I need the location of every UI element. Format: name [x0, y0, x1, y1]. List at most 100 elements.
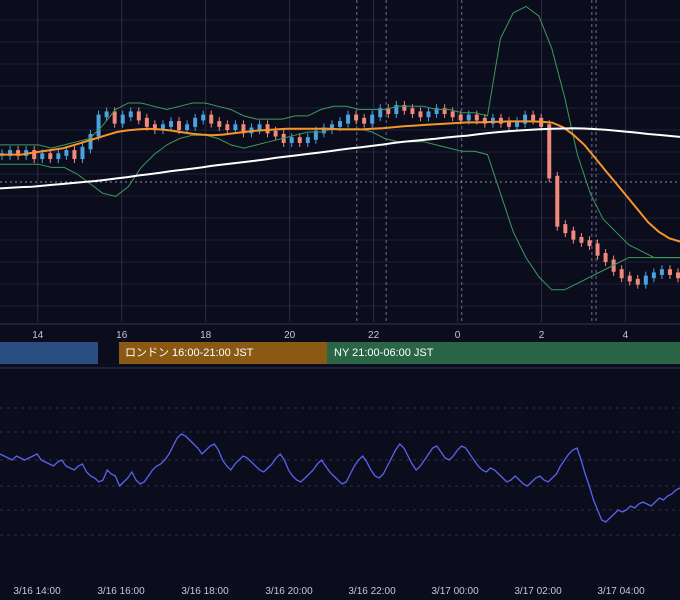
candle-body — [474, 114, 479, 121]
candle-body — [490, 117, 495, 124]
time-tick-label: 2 — [539, 330, 545, 341]
candle-body — [233, 124, 238, 131]
candle-body — [209, 114, 214, 124]
candle-body — [370, 114, 375, 124]
candle-body — [378, 108, 383, 118]
candle-body — [651, 272, 656, 279]
osc-time-tick-label: 3/16 16:00 — [97, 586, 145, 597]
candle-body — [595, 243, 600, 256]
candle-body — [482, 117, 487, 124]
candle-body — [225, 124, 230, 131]
candle-body — [442, 108, 447, 114]
candle-body — [555, 175, 560, 227]
osc-time-tick-label: 3/17 02:00 — [514, 586, 562, 597]
candle-body — [8, 150, 13, 156]
candle-body — [72, 150, 77, 160]
candle-body — [418, 111, 423, 118]
candle-body — [136, 111, 141, 121]
candle-body — [120, 114, 125, 124]
candle-body — [313, 130, 318, 140]
candle-body — [329, 124, 334, 131]
long-moving-average-line — [0, 127, 680, 190]
candle-body — [144, 117, 149, 127]
candle-body — [16, 150, 21, 156]
candle-body — [185, 124, 190, 131]
candle-body — [257, 124, 262, 131]
candle-body — [635, 278, 640, 285]
candle-body — [466, 114, 471, 121]
moving-average-line — [0, 120, 680, 243]
osc-time-tick-label: 3/17 00:00 — [431, 586, 479, 597]
candle-body — [160, 124, 165, 131]
candle-body — [603, 253, 608, 263]
candle-body — [402, 104, 407, 111]
candle-body — [410, 108, 415, 114]
candle-body — [507, 121, 511, 127]
time-tick-label: 18 — [200, 330, 212, 341]
candle-body — [579, 236, 584, 243]
candle-body — [587, 240, 592, 247]
candle-body — [547, 124, 552, 179]
candle-body — [515, 121, 520, 127]
candle-body — [112, 111, 117, 124]
osc-time-tick-label: 3/16 20:00 — [265, 586, 313, 597]
candle-body — [458, 114, 463, 121]
candle-body — [338, 121, 342, 127]
candle-body — [289, 137, 294, 143]
candle-body — [619, 269, 624, 279]
candle-body — [32, 150, 37, 160]
candle-body — [265, 124, 270, 134]
candle-body — [297, 137, 302, 143]
candle-body — [346, 114, 351, 124]
candle-body — [64, 150, 69, 156]
time-tick-label: 20 — [284, 330, 296, 341]
session-bar-london: ロンドン 16:00-21:00 JST — [119, 342, 327, 364]
bollinger-upper-line — [0, 5, 680, 259]
candle-body — [201, 114, 206, 121]
candle-body — [40, 153, 45, 160]
candle-body — [426, 111, 431, 118]
candle-body — [56, 153, 61, 160]
time-tick-label: 14 — [32, 330, 44, 341]
candle-body — [450, 111, 455, 118]
candle-body — [386, 108, 391, 114]
oscillator-line — [0, 433, 680, 523]
osc-time-tick-label: 3/17 04:00 — [597, 586, 645, 597]
candle-body — [563, 224, 568, 234]
candle-body — [96, 114, 101, 137]
candle-body — [273, 130, 278, 137]
time-axis-background — [0, 324, 680, 342]
candle-body — [354, 114, 359, 121]
price-chart[interactable] — [0, 0, 680, 325]
session-label-ny: NY 21:00-06:00 JST — [334, 347, 434, 359]
candle-body — [169, 121, 173, 127]
time-axis: 14 16 18 20 22 0 2 4 — [0, 323, 680, 342]
candle-body — [362, 117, 367, 124]
candle-body — [128, 111, 133, 118]
candle-body — [241, 124, 246, 134]
osc-time-tick-label: 3/16 14:00 — [13, 586, 61, 597]
candle-body — [217, 121, 222, 127]
time-tick-label: 0 — [455, 330, 461, 341]
time-tick-label: 4 — [623, 330, 629, 341]
session-bar-ny: NY 21:00-06:00 JST — [327, 342, 680, 364]
candle-body — [88, 133, 93, 150]
candle-body — [667, 269, 672, 275]
candle-body — [48, 153, 53, 160]
candle-body — [80, 146, 85, 160]
osc-time-tick-label: 3/16 18:00 — [181, 586, 229, 597]
session-label-london: ロンドン 16:00-21:00 JST — [125, 347, 254, 359]
time-tick-label: 22 — [368, 330, 380, 341]
candle-body — [321, 127, 326, 134]
candle-body — [523, 114, 528, 124]
candle-body — [643, 275, 648, 285]
candle-body — [571, 230, 576, 240]
candle-body — [104, 111, 109, 118]
candle-body — [659, 269, 664, 275]
osc-time-tick-label: 3/16 22:00 — [348, 586, 396, 597]
candle-body — [394, 104, 399, 114]
candle-body — [177, 121, 182, 131]
candle-body — [531, 114, 536, 121]
candle-body — [627, 275, 632, 282]
